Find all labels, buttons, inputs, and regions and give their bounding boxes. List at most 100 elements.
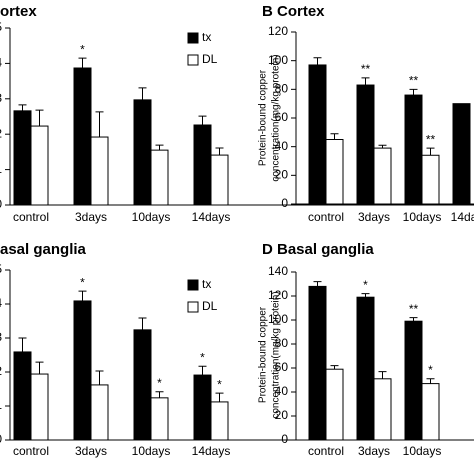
bar bbox=[356, 84, 375, 205]
y-tick-label: 5 bbox=[0, 262, 2, 276]
y-tick-label: 40 bbox=[275, 139, 289, 153]
x-tick-label: 3days bbox=[358, 210, 390, 224]
y-tick-label: 0 bbox=[0, 432, 2, 446]
error-bar bbox=[18, 337, 27, 352]
y-tick-label: 2 bbox=[0, 364, 2, 378]
legend-label: tx bbox=[202, 277, 211, 291]
panel-title: asal ganglia bbox=[0, 241, 87, 258]
bar bbox=[13, 110, 32, 206]
bar bbox=[90, 384, 109, 441]
error-bar bbox=[215, 147, 224, 156]
y-tick-label: 4 bbox=[0, 296, 2, 310]
significance: ** bbox=[409, 302, 419, 316]
y-tick-label: 60 bbox=[275, 110, 289, 124]
y-tick-label: 3 bbox=[0, 330, 2, 344]
error-bar bbox=[78, 290, 87, 301]
error-bar bbox=[35, 109, 44, 127]
y-tick-label: 1 bbox=[0, 398, 2, 412]
significance: * bbox=[80, 42, 85, 56]
legend-label: DL bbox=[202, 52, 218, 66]
legend-label: tx bbox=[202, 30, 211, 44]
bar bbox=[133, 329, 152, 441]
y-tick-label: 40 bbox=[275, 384, 289, 398]
error-bar bbox=[198, 115, 207, 125]
bar bbox=[193, 124, 212, 206]
bar bbox=[373, 147, 392, 205]
panel-title: B Cortex bbox=[262, 3, 325, 20]
bar bbox=[73, 300, 92, 441]
y-tick-label: 0 bbox=[281, 432, 288, 446]
bar bbox=[150, 397, 169, 441]
x-tick-label: 3days bbox=[75, 444, 107, 458]
error-bar bbox=[155, 391, 164, 398]
y-tick-label: 5 bbox=[0, 20, 2, 34]
significance: * bbox=[428, 363, 433, 377]
y-tick-label: 60 bbox=[275, 360, 289, 374]
legend-swatch bbox=[187, 32, 199, 44]
error-bar bbox=[409, 317, 418, 322]
significance: ** bbox=[361, 62, 371, 76]
y-tick-label: 100 bbox=[268, 312, 288, 326]
significance: * bbox=[157, 376, 162, 390]
bar bbox=[373, 378, 392, 441]
y-tick-label: 140 bbox=[268, 264, 288, 278]
x-tick-label: control bbox=[13, 444, 49, 458]
significance: ** bbox=[409, 74, 419, 88]
error-bar bbox=[95, 111, 104, 138]
bar bbox=[325, 139, 344, 205]
x-tick-label: 3days bbox=[75, 210, 107, 224]
y-axis-label: concentration(mg/kg protein) bbox=[271, 291, 282, 418]
y-axis-label: Protein-bound copper bbox=[258, 306, 269, 403]
y-tick-label: 120 bbox=[268, 24, 288, 38]
x-tick-label: 10days bbox=[132, 444, 171, 458]
error-bar bbox=[409, 88, 418, 96]
y-tick-label: 1 bbox=[0, 162, 2, 176]
y-tick-label: 120 bbox=[268, 288, 288, 302]
y-tick-label: 80 bbox=[275, 82, 289, 96]
error-bar bbox=[138, 317, 147, 330]
error-bar bbox=[198, 365, 207, 376]
bar bbox=[356, 296, 375, 441]
y-axis-label: Protein-bound copper bbox=[258, 69, 269, 166]
panel-title: ortex bbox=[0, 3, 37, 20]
panel-title: D Basal ganglia bbox=[262, 241, 374, 258]
legend-swatch bbox=[187, 54, 199, 66]
error-bar bbox=[361, 293, 370, 298]
x-tick-label: 14days bbox=[192, 444, 231, 458]
x-tick-label: 10days bbox=[132, 210, 171, 224]
error-bar bbox=[378, 371, 387, 379]
x-tick-label: 14days bbox=[451, 210, 474, 224]
legend-swatch bbox=[187, 279, 199, 291]
legend-swatch bbox=[187, 301, 199, 313]
error-bar bbox=[35, 361, 44, 375]
bar bbox=[150, 149, 169, 206]
bar bbox=[325, 368, 344, 441]
bar bbox=[308, 285, 327, 441]
bar bbox=[210, 401, 229, 441]
x-tick-label: control bbox=[308, 210, 344, 224]
y-tick-label: 100 bbox=[268, 53, 288, 67]
error-bar bbox=[330, 365, 339, 370]
error-bar bbox=[361, 77, 370, 86]
error-bar bbox=[95, 370, 104, 385]
bar bbox=[193, 374, 212, 441]
bar bbox=[452, 103, 471, 205]
error-bar bbox=[426, 147, 435, 156]
x-tick-label: 10days bbox=[403, 210, 442, 224]
y-axis-label: concentration(mg/kg protein) bbox=[271, 54, 282, 181]
bar bbox=[90, 136, 109, 206]
error-bar bbox=[138, 87, 147, 100]
y-tick-label: 0 bbox=[0, 197, 2, 211]
y-tick-label: 2 bbox=[0, 126, 2, 140]
y-tick-label: 20 bbox=[275, 168, 289, 182]
x-tick-label: 14days bbox=[192, 210, 231, 224]
significance: * bbox=[217, 377, 222, 391]
bar bbox=[421, 383, 440, 441]
error-bar bbox=[215, 392, 224, 402]
x-tick-label: control bbox=[13, 210, 49, 224]
error-bar bbox=[378, 144, 387, 149]
bar bbox=[404, 320, 423, 441]
bar bbox=[308, 64, 327, 205]
x-tick-label: control bbox=[308, 444, 344, 458]
